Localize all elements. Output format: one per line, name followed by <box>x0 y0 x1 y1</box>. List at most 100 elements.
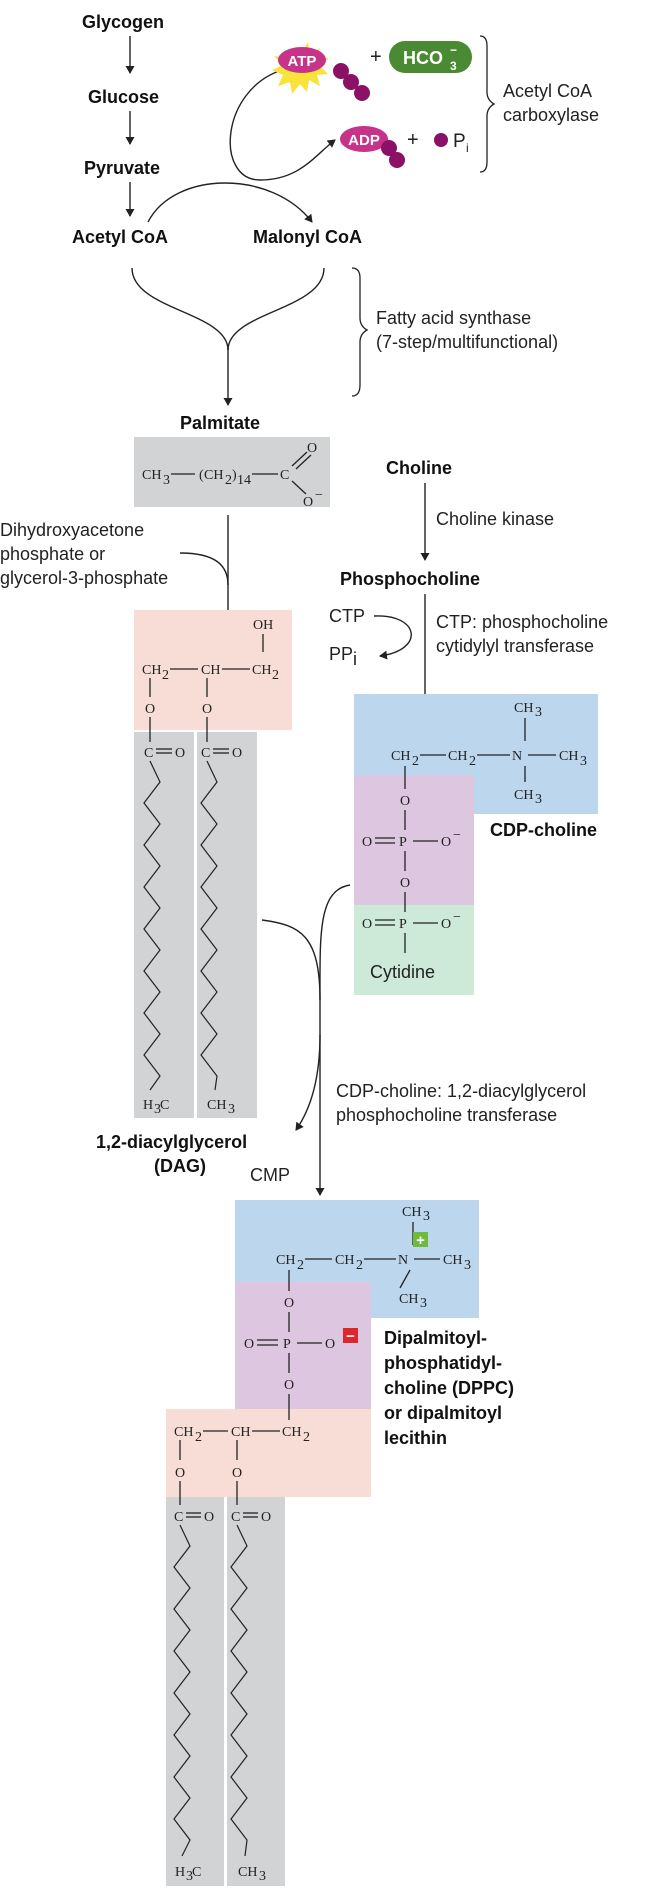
svg-text:3: 3 <box>163 473 170 488</box>
svg-text:CH: CH <box>514 788 533 803</box>
svg-text:P: P <box>399 917 407 932</box>
svg-text:(: ( <box>199 468 204 483</box>
svg-text:3: 3 <box>580 754 587 769</box>
svg-text:3: 3 <box>259 1869 266 1884</box>
enzyme-cdp-transferase-line2: phosphocholine transferase <box>336 1105 557 1125</box>
dag-label-line1: 1,2-diacylglycerol <box>96 1132 247 1152</box>
svg-text:N: N <box>398 1253 408 1268</box>
dppc-label-line4: or dipalmitoyl <box>384 1403 502 1423</box>
dppc-phosphate-box <box>235 1282 371 1409</box>
pi-subscript: i <box>466 141 469 155</box>
svg-text:14: 14 <box>237 473 251 488</box>
svg-text:C: C <box>160 1098 169 1113</box>
svg-text:2: 2 <box>356 1258 363 1273</box>
svg-text:CH: CH <box>448 749 467 764</box>
arrow-ctp-to-ppi <box>373 615 412 660</box>
svg-text:CH: CH <box>282 1425 301 1440</box>
svg-text:CH: CH <box>391 749 410 764</box>
pi-label: P <box>453 131 466 152</box>
hco3-pill-icon <box>389 41 472 73</box>
dppc-glycerol-box <box>166 1409 371 1497</box>
svg-text:C: C <box>192 1865 201 1880</box>
svg-text:C: C <box>280 468 289 483</box>
svg-text:2: 2 <box>469 754 476 769</box>
svg-text:CH: CH <box>201 663 220 678</box>
svg-text:3: 3 <box>420 1296 427 1311</box>
phosphate-ball-icon <box>343 74 359 90</box>
cdp-choline-label: CDP-choline <box>490 820 597 840</box>
dppc-label-line1: Dipalmitoyl- <box>384 1328 487 1348</box>
svg-text:O: O <box>244 1337 254 1352</box>
svg-text:O: O <box>325 1337 335 1352</box>
svg-text:O: O <box>303 495 313 510</box>
arrow-precursor-merge <box>179 552 229 586</box>
svg-text:CH: CH <box>238 1865 257 1880</box>
svg-text:2: 2 <box>303 1430 310 1445</box>
svg-text:CH: CH <box>443 1253 462 1268</box>
precursor-line3: glycerol-3-phosphate <box>0 568 168 588</box>
precursor-line1: Dihydroxyacetone <box>0 520 144 540</box>
svg-text:O: O <box>284 1378 294 1393</box>
svg-text:OH: OH <box>253 618 273 633</box>
dag-glycerol-box <box>134 610 292 730</box>
arrow-to-cmp <box>295 1034 321 1131</box>
svg-text:CH: CH <box>142 663 161 678</box>
glycogen-label: Glycogen <box>82 12 164 32</box>
enzyme-choline-kinase: Choline kinase <box>436 509 554 529</box>
svg-text:2: 2 <box>412 754 419 769</box>
enzyme-cdp-transferase-line1: CDP-choline: 1,2-diacylglycerol <box>336 1081 586 1101</box>
dag-acyl-chain-box-2 <box>197 732 257 1118</box>
plus-sign: + <box>370 46 382 68</box>
svg-text:3: 3 <box>423 1209 430 1224</box>
enzyme-fas-line2: (7-step/multifunctional) <box>376 332 558 352</box>
positive-charge-sign: + <box>416 1232 425 1249</box>
dppc-label-line2: phosphatidyl- <box>384 1353 502 1373</box>
dag-label-line2: (DAG) <box>154 1156 206 1176</box>
svg-text:−: − <box>453 828 461 843</box>
svg-text:CH: CH <box>276 1253 295 1268</box>
enzyme-fas-line1: Fatty acid synthase <box>376 308 531 328</box>
svg-text:2: 2 <box>162 668 169 683</box>
enzyme-acc-line2: carboxylase <box>503 105 599 125</box>
svg-text:O: O <box>145 702 155 717</box>
arrow-atp-to-adp <box>229 69 336 181</box>
svg-text:2: 2 <box>297 1258 304 1273</box>
phosphate-ball-icon <box>381 140 397 156</box>
svg-text:O: O <box>261 1510 271 1525</box>
cdp-choline-formula: CH 3 CH 2 CH 2 N CH 3 CH 3 O P O O − O P… <box>362 701 587 953</box>
svg-text:CH: CH <box>204 468 223 483</box>
dppc-acyl-chain-box-2 <box>227 1497 285 1886</box>
ctp-label: CTP <box>329 606 365 626</box>
svg-text:P: P <box>399 835 407 850</box>
bracket <box>351 267 369 397</box>
svg-text:N: N <box>512 749 522 764</box>
hco3-label: HCO <box>403 48 443 68</box>
enzyme-ctp-transferase-line1: CTP: phosphocholine <box>436 612 608 632</box>
dag-acyl-chains: C C O O H 3 C CH 3 <box>143 732 242 1117</box>
svg-text:C: C <box>174 1510 183 1525</box>
svg-text:CH: CH <box>559 749 578 764</box>
dppc-label-line3: choline (DPPC) <box>384 1378 514 1398</box>
palmitate-label: Palmitate <box>180 413 260 433</box>
svg-text:O: O <box>204 1510 214 1525</box>
dag-glycerol-formula: OH CH 2 CH CH 2 O O <box>142 618 279 740</box>
svg-text:O: O <box>232 746 242 761</box>
svg-text:H: H <box>143 1098 153 1113</box>
adp-label: ADP <box>348 132 380 149</box>
svg-text:O: O <box>441 835 451 850</box>
svg-text:3: 3 <box>535 792 542 807</box>
svg-text:C: C <box>144 746 153 761</box>
svg-text:3: 3 <box>464 1258 471 1273</box>
precursor-line2: phosphate or <box>0 544 105 564</box>
ppi-subscript: i <box>353 649 357 669</box>
svg-text:2: 2 <box>195 1430 202 1445</box>
svg-text:CH: CH <box>514 701 533 716</box>
svg-text:C: C <box>231 1510 240 1525</box>
glucose-label: Glucose <box>88 87 159 107</box>
svg-text:CH: CH <box>142 468 161 483</box>
phosphate-ball-icon <box>354 85 370 101</box>
svg-text:): ) <box>232 468 237 483</box>
svg-text:O: O <box>400 876 410 891</box>
arrow-malonylcoa-to-fas <box>227 267 325 351</box>
